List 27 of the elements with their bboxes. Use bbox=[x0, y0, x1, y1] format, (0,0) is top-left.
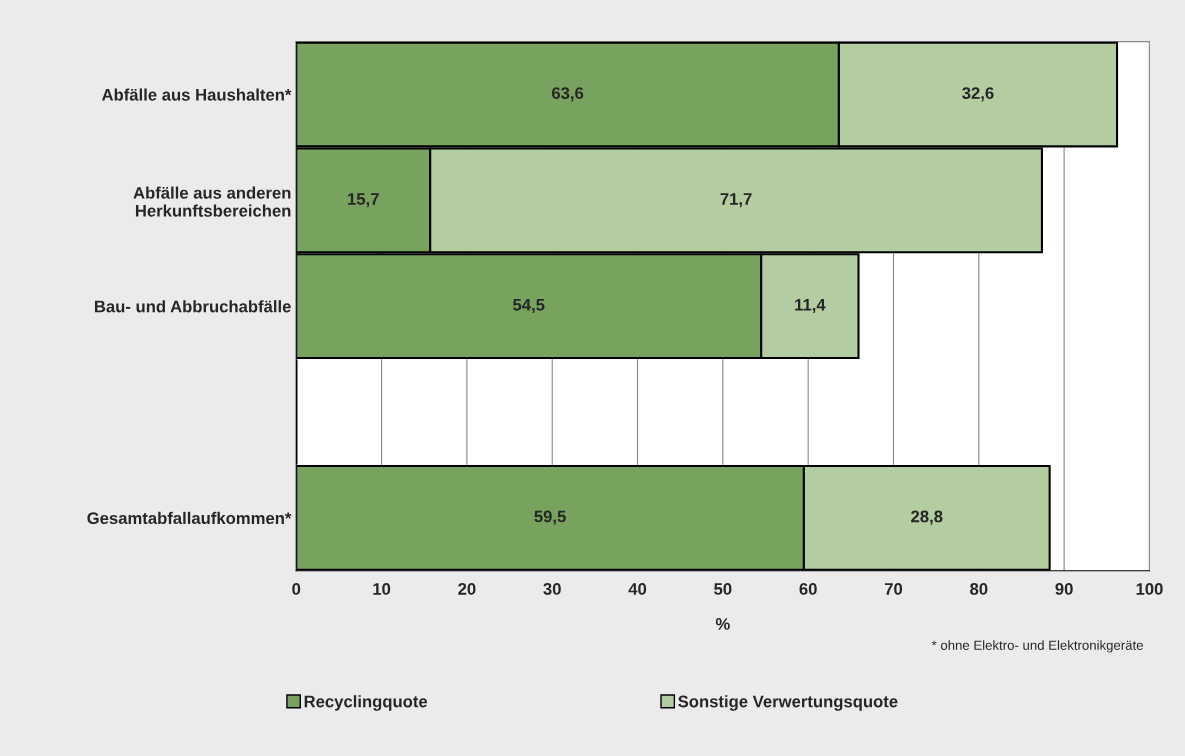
x-tick-label: 20 bbox=[458, 583, 476, 595]
x-tick-label: 30 bbox=[543, 583, 561, 595]
data-label: 54,5 bbox=[513, 299, 545, 314]
legend-label: Recyclingquote bbox=[304, 695, 428, 711]
x-tick-label: 80 bbox=[970, 583, 988, 595]
x-tick-label: 10 bbox=[373, 583, 391, 595]
data-label: 63,6 bbox=[551, 87, 584, 102]
x-tick-label: 0 bbox=[292, 583, 301, 595]
data-label: 15,7 bbox=[348, 193, 379, 208]
y-tick-label: Bau- und Abbruchabfälle bbox=[94, 300, 291, 313]
data-label: 71,7 bbox=[720, 193, 752, 208]
x-tick-label: 70 bbox=[884, 583, 903, 595]
data-label: 32,6 bbox=[962, 87, 994, 102]
y-tick-label: Abfälle aus Haushalten* bbox=[101, 88, 292, 101]
text: * ohne Elektro- und Elektronikgeräte bbox=[931, 640, 1143, 653]
x-tick-label: 90 bbox=[1055, 583, 1073, 595]
legend-label: Sonstige Verwertungsquote bbox=[678, 695, 898, 711]
y-tick-label: Gesamtabfallaufkommen* bbox=[87, 511, 292, 525]
y-tick-label: Abfälle aus anderen Herkunftsbereichen bbox=[133, 186, 291, 217]
data-label: 28,8 bbox=[911, 510, 943, 525]
x-tick-label: 50 bbox=[714, 583, 732, 595]
data-label: 59,5 bbox=[534, 510, 566, 525]
x-tick-label: 60 bbox=[799, 583, 817, 595]
x-axis-title: % bbox=[715, 618, 730, 630]
x-tick-label: 100 bbox=[1136, 583, 1163, 595]
x-tick-label: 40 bbox=[628, 583, 647, 595]
data-label: 11,4 bbox=[795, 299, 826, 314]
